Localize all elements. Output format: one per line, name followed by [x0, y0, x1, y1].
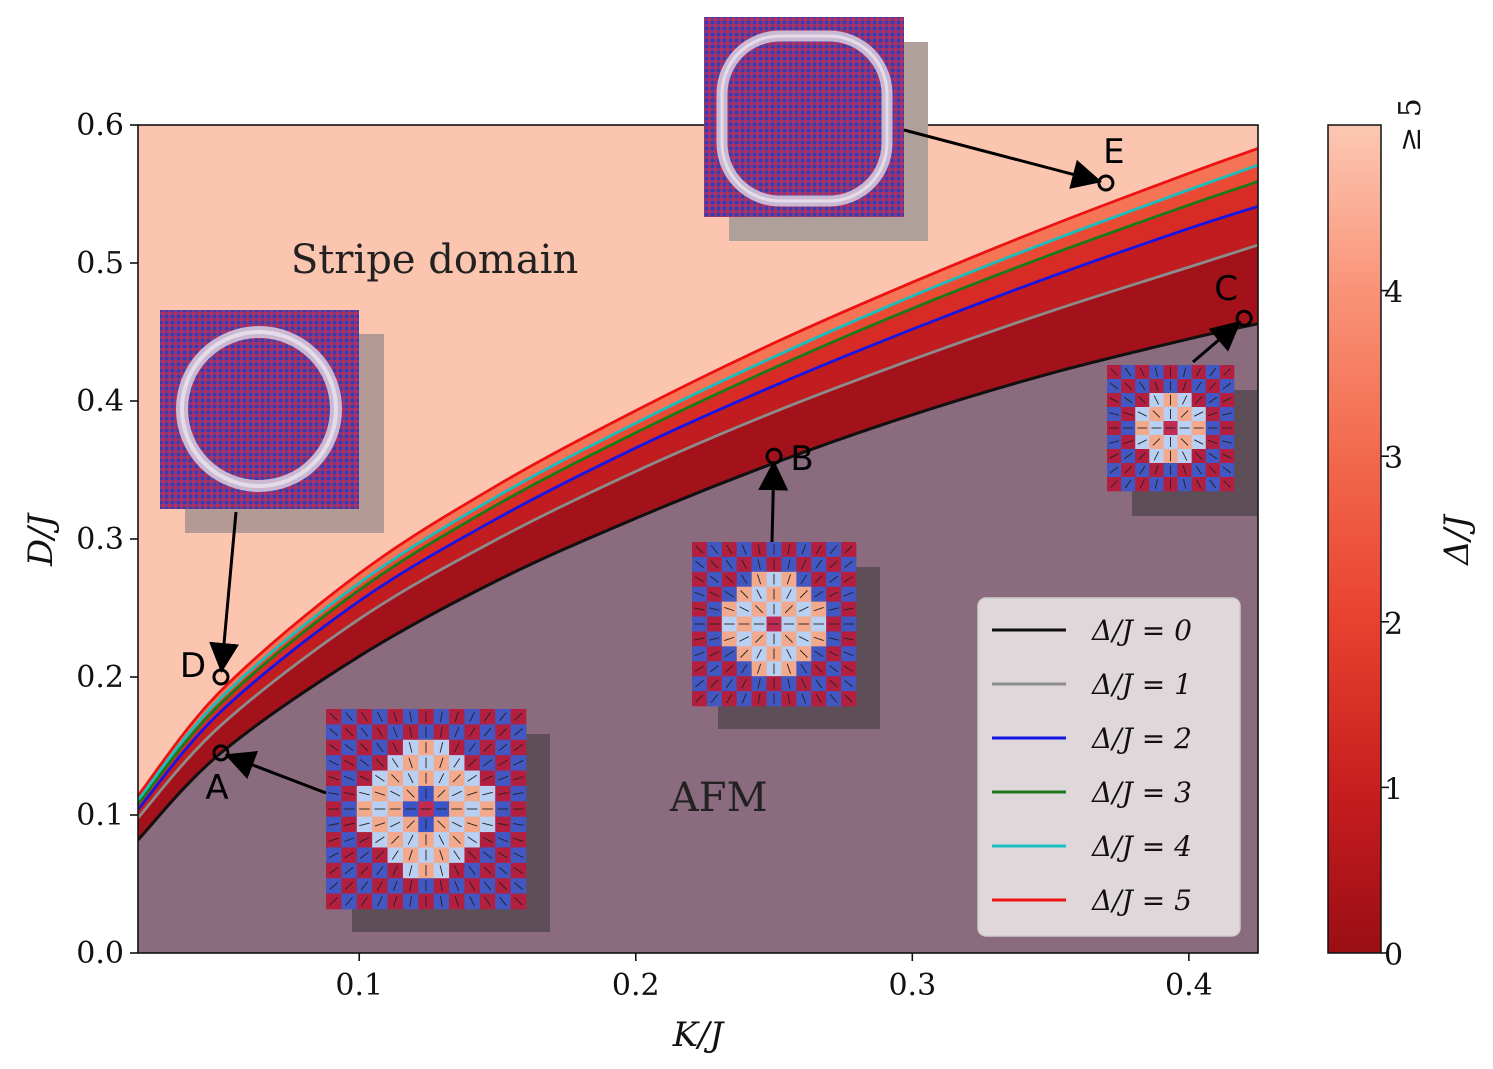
gap-band-1 — [138, 206, 1258, 818]
colorbar-label: Δ/J — [1437, 513, 1477, 567]
point-annotations: A B C D E — [180, 128, 1253, 808]
series-line-2 — [138, 205, 1258, 811]
arrow-to-C — [1192, 320, 1242, 364]
y-axis: 0.0 0.1 0.2 0.3 0.4 0.5 0.6 — [76, 108, 138, 971]
y-tick-label: 0.6 — [76, 108, 124, 143]
x-tick-label: 0.4 — [1165, 968, 1213, 1003]
colorbar-gradient — [1327, 124, 1382, 954]
legend-label-3: Δ/J = 3 — [1091, 776, 1192, 809]
colorbar: 0 1 2 3 4 ≥ 5 Δ/J — [1327, 98, 1477, 973]
point-label-E: E — [1103, 132, 1124, 172]
point-label-C: C — [1214, 269, 1238, 309]
series-line-5 — [138, 147, 1258, 797]
stripe-domain-label: Stripe domain — [291, 237, 578, 283]
point-marker-C — [1235, 309, 1253, 327]
x-axis-label: K/J — [672, 1015, 726, 1055]
arrow-to-D — [209, 511, 239, 674]
colorbar-tick-label: 0 — [1384, 938, 1403, 973]
point-label-B: B — [790, 439, 813, 479]
legend-label-0: Δ/J = 0 — [1091, 614, 1192, 647]
y-axis-label: D/J — [21, 511, 61, 567]
series-line-0 — [138, 322, 1258, 841]
y-tick-label: 0.4 — [76, 384, 124, 419]
inset-skyrmion-c — [1107, 365, 1257, 516]
y-tick-label: 0.1 — [76, 798, 124, 833]
arrow-to-E — [903, 128, 1103, 189]
point-marker-D — [212, 668, 230, 686]
inset-skyrmion-b — [692, 542, 880, 729]
colorbar-tick-label: 1 — [1384, 772, 1403, 807]
inset-ring-e — [704, 17, 928, 241]
x-axis: 0.1 0.2 0.3 0.4 — [335, 953, 1213, 1003]
series-line-3 — [138, 180, 1258, 805]
y-tick-label: 0.0 — [76, 936, 124, 971]
afm-label: AFM — [669, 775, 768, 821]
series-line-1 — [138, 243, 1258, 819]
y-tick-label: 0.3 — [76, 522, 124, 557]
legend-label-1: Δ/J = 1 — [1091, 668, 1192, 701]
inset-skyrmion-a — [326, 709, 550, 932]
x-tick-label: 0.2 — [612, 968, 660, 1003]
series-line-4 — [138, 163, 1258, 801]
point-marker-E — [1097, 174, 1115, 192]
x-tick-label: 0.1 — [335, 968, 383, 1003]
colorbar-top-label: ≥ 5 — [1393, 98, 1428, 152]
point-label-A: A — [205, 768, 228, 808]
legend: Δ/J = 0 Δ/J = 1 Δ/J = 2 Δ/J = 3 Δ/J = 4 Δ/J =… — [977, 597, 1241, 937]
legend-label-2: Δ/J = 2 — [1091, 722, 1192, 755]
colorbar-tick-label: 2 — [1384, 607, 1403, 642]
point-marker-B — [765, 447, 783, 465]
legend-label-4: Δ/J = 4 — [1091, 830, 1192, 863]
colorbar-tick-label: 3 — [1384, 441, 1403, 476]
y-tick-label: 0.5 — [76, 246, 124, 281]
point-marker-A — [212, 744, 230, 762]
y-tick-label: 0.2 — [76, 660, 124, 695]
series-lines — [138, 147, 1258, 841]
inset-ring-d — [160, 310, 384, 533]
arrow-to-A — [224, 751, 327, 795]
point-label-D: D — [180, 646, 206, 686]
legend-label-5: Δ/J = 5 — [1091, 884, 1192, 917]
colorbar-tick-label: 4 — [1384, 276, 1403, 311]
x-tick-label: 0.3 — [888, 968, 936, 1003]
arrow-to-B — [758, 460, 789, 543]
